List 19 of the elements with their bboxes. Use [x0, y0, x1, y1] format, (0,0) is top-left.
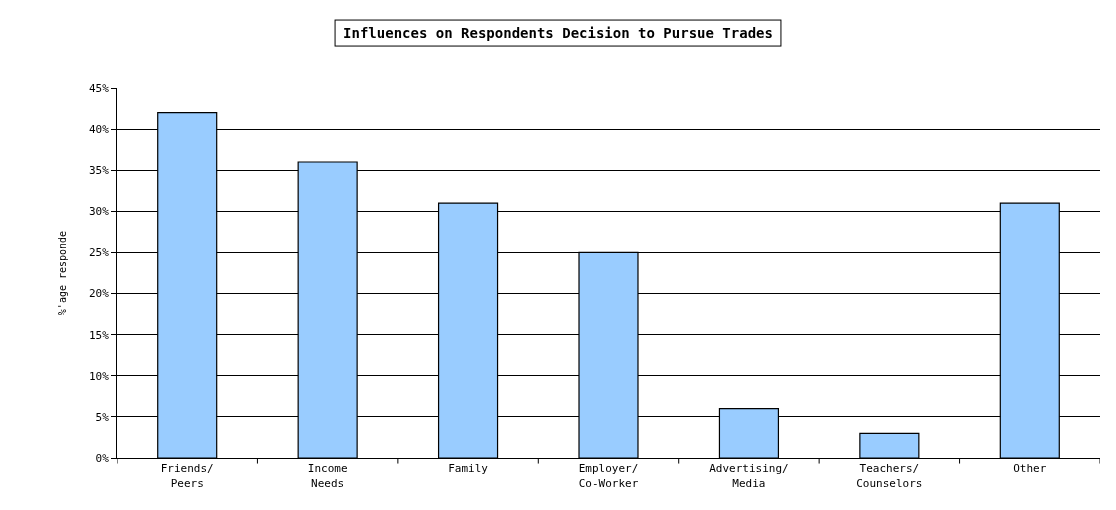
x-tick-label: Income Needs [307, 462, 348, 490]
x-tick-label: Advertising/ Media [709, 462, 789, 490]
chart-title: Influences on Respondents Decision to Pursue Trades [343, 25, 773, 42]
x-tick-label: Employer/ Co-Worker [578, 462, 639, 490]
y-tick-label: 0% [95, 451, 110, 465]
x-tick-label: Family [448, 462, 489, 476]
y-axis-title: %'age responde [56, 230, 68, 316]
x-tick-label: Teachers/ Counselors [856, 462, 923, 490]
y-tick-label: 5% [95, 410, 110, 424]
y-tick-label: 10% [88, 369, 110, 383]
y-tick-label: 30% [88, 205, 110, 219]
y-tick-label: 25% [88, 246, 110, 260]
y-tick-label: 35% [88, 164, 110, 178]
y-tick-label: 45% [88, 81, 110, 95]
x-tick-label: Other [1013, 462, 1047, 476]
y-tick-label: 15% [88, 328, 110, 342]
y-tick-label: 40% [88, 122, 110, 136]
x-tick-label: Friends/ Peers [160, 462, 214, 490]
y-tick-label: 20% [88, 287, 110, 301]
